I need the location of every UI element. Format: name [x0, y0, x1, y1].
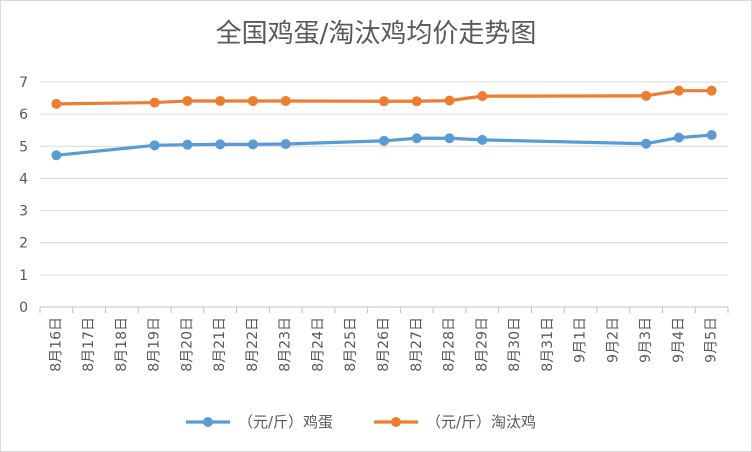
data-point: [477, 134, 488, 145]
x-tick-label: 9月3日: [638, 317, 654, 363]
x-tick-label: 8月17日: [81, 317, 97, 372]
data-point: [477, 91, 488, 102]
x-axis-ticks: 8月16日 8月17日 8月18日 8月19日 8月20日 8月21日 8月22日 8月23日…: [48, 317, 719, 372]
x-tick-label: 8月25日: [343, 317, 359, 372]
legend-label: （元/斤）鸡蛋: [238, 413, 333, 431]
legend-swatch-marker: [391, 417, 401, 427]
data-point: [411, 96, 422, 107]
x-tick-label: 9月5日: [704, 317, 720, 363]
x-tick-label: 8月19日: [147, 317, 163, 372]
x-tick-label: 8月22日: [245, 317, 261, 372]
data-point: [51, 150, 62, 161]
x-tick-label: 8月23日: [278, 317, 294, 372]
legend-swatch-marker: [203, 417, 213, 427]
y-tick-label: 0: [19, 300, 28, 316]
data-point: [247, 139, 258, 150]
legend: （元/斤）鸡蛋 （元/斤）淘汰鸡: [186, 413, 536, 431]
y-axis-ticks: 0 1 2 3 4 5 6 7: [19, 75, 28, 316]
y-tick-label: 4: [19, 171, 28, 187]
data-point: [51, 98, 62, 109]
x-tick-label: 8月16日: [48, 317, 64, 372]
y-tick-label: 6: [19, 107, 28, 123]
data-point: [411, 133, 422, 144]
x-tick-label: 8月18日: [114, 317, 130, 372]
y-tick-label: 3: [19, 204, 28, 220]
data-point: [641, 90, 652, 101]
data-point: [280, 95, 291, 106]
data-point: [641, 138, 652, 149]
data-point: [706, 85, 717, 96]
x-tick-label: 8月21日: [212, 317, 228, 372]
x-tick-label: 8月29日: [474, 317, 490, 372]
x-tick-label: 8月27日: [409, 317, 425, 372]
data-point: [149, 97, 160, 108]
chart-title: 全国鸡蛋/淘汰鸡均价走势图: [215, 19, 537, 49]
data-point: [673, 132, 684, 143]
data-point: [444, 133, 455, 144]
data-point: [444, 95, 455, 106]
data-point: [149, 140, 160, 151]
data-point: [673, 85, 684, 96]
x-tick-label: 8月31日: [540, 317, 556, 372]
y-tick-label: 5: [19, 139, 28, 155]
data-point: [379, 135, 389, 146]
x-tick-label: 8月30日: [507, 317, 523, 372]
y-tick-label: 2: [19, 236, 28, 252]
data-point: [280, 139, 291, 150]
gridlines: [39, 81, 729, 313]
y-tick-label: 1: [19, 268, 28, 284]
data-point: [215, 95, 226, 106]
x-tick-label: 8月24日: [310, 317, 326, 372]
data-point: [182, 95, 193, 106]
data-point: [247, 95, 258, 106]
x-tick-label: 8月20日: [179, 317, 195, 372]
x-tick-label: 9月1日: [573, 317, 589, 363]
x-tick-label: 9月4日: [671, 317, 687, 363]
data-point: [215, 139, 226, 150]
x-tick-label: 9月2日: [605, 317, 621, 363]
x-tick-label: 8月28日: [442, 317, 458, 372]
y-tick-label: 7: [19, 75, 28, 91]
series-lines: [51, 85, 717, 161]
data-point: [706, 130, 717, 141]
legend-label: （元/斤）淘汰鸡: [426, 413, 536, 431]
x-tick-label: 8月26日: [376, 317, 392, 372]
data-point: [182, 139, 193, 150]
data-point: [379, 96, 389, 107]
